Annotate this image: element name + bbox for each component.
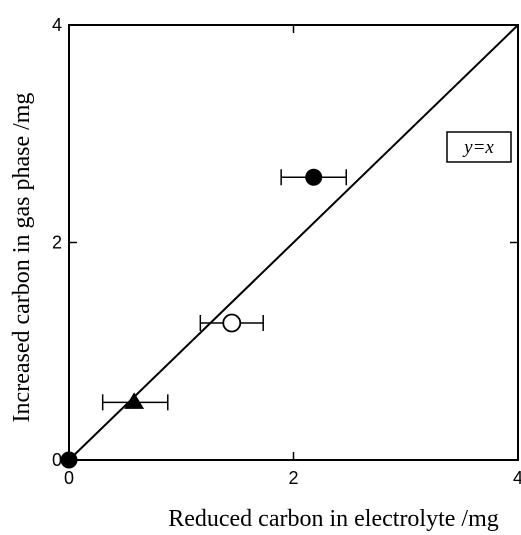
y-tick-label: 4	[52, 15, 62, 35]
x-tick-label: 4	[513, 468, 521, 488]
data-point-filled-triangle	[124, 392, 145, 409]
legend-box	[446, 131, 512, 163]
data-point-open-circle	[222, 313, 242, 333]
plot-layer	[60, 24, 519, 469]
y-tick-label: 2	[52, 233, 62, 253]
x-axis-title: Reduced carbon in electrolyte /mg	[168, 506, 499, 532]
data-point-filled-circle	[60, 451, 78, 469]
data-point-filled-circle	[305, 168, 323, 186]
y-axis-title: Increased carbon in gas phase /mg	[9, 93, 35, 423]
text-layer: 0 2 4 0 2 4 y=x Reduced carbon in electrolyte /…	[9, 15, 521, 532]
reference-line-y-equals-x	[68, 24, 519, 461]
x-tick-label: 0	[64, 468, 74, 488]
y-tick-label: 0	[52, 450, 62, 470]
x-tick-label: 2	[288, 468, 298, 488]
legend-label: y=x	[462, 137, 494, 158]
